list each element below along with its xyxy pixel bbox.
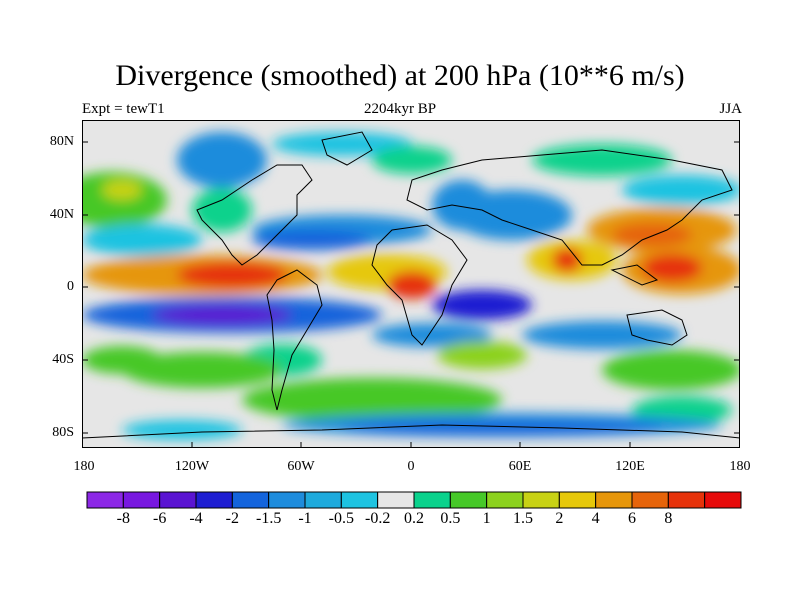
colorbar-label: -0.2 — [364, 510, 391, 527]
colorbar-swatch — [340, 491, 379, 509]
lon-tick-label: 60W — [287, 459, 315, 474]
colorbar-label: -0.5 — [328, 510, 354, 527]
colorbar-swatch — [486, 491, 524, 509]
colorbar-swatch — [667, 491, 706, 509]
lon-tick-label: 180 — [729, 459, 751, 474]
lat-tick-label: 40S — [52, 352, 74, 367]
colorbar-label: 2 — [555, 510, 564, 527]
axis-ticks — [82, 141, 740, 448]
plot-title: Divergence (smoothed) at 200 hPa (10**6 … — [115, 59, 685, 92]
experiment-label: Expt = tewT1 — [82, 101, 165, 117]
colorbar-label: 6 — [628, 510, 636, 527]
colorbar — [86, 491, 742, 509]
colorbar-swatch — [558, 491, 597, 509]
colorbar-swatch — [268, 491, 306, 509]
lon-tick-label: 120W — [174, 459, 210, 474]
colorbar-label: -4 — [189, 510, 203, 527]
colorbar-swatch — [231, 491, 270, 509]
lat-tick-label: 80S — [52, 425, 74, 440]
lat-tick-label: 0 — [67, 279, 74, 294]
colorbar-label: -6 — [152, 510, 167, 527]
colorbar-swatch — [522, 491, 560, 509]
lon-tick-label: 60E — [508, 459, 532, 474]
colorbar-swatch — [195, 491, 233, 509]
colorbar-swatch — [704, 491, 742, 509]
lat-tick-label: 80N — [49, 134, 74, 149]
colorbar-swatch — [122, 491, 161, 509]
colorbar-label: 4 — [591, 510, 600, 527]
colorbar-label: -2 — [225, 510, 239, 527]
colorbar-swatch — [159, 491, 197, 509]
colorbar-label: 0.2 — [404, 510, 424, 527]
colorbar-label: 8 — [664, 510, 673, 527]
colorbar-label: -1.5 — [255, 510, 282, 527]
time-label: 2204kyr BP — [363, 101, 437, 117]
colorbar-swatch — [377, 491, 415, 509]
colorbar-swatch — [595, 491, 633, 509]
colorbar-label: -1 — [298, 510, 312, 527]
lon-tick-label: 180 — [73, 459, 95, 474]
colorbar-swatch — [449, 491, 488, 509]
colorbar-label: 0.5 — [440, 510, 461, 527]
colorbar-swatch — [413, 491, 451, 509]
coastlines — [82, 131, 740, 439]
lon-tick-label: 0 — [407, 459, 415, 474]
colorbar-swatch — [631, 491, 669, 509]
lat-tick-label: 40N — [49, 207, 74, 222]
colorbar-label: 1.5 — [513, 510, 533, 527]
lon-tick-label: 120E — [615, 459, 645, 474]
divergence-field — [82, 131, 740, 440]
colorbar-swatch — [86, 491, 124, 509]
divergence-map — [82, 120, 740, 448]
colorbar-label: 1 — [482, 510, 491, 527]
colorbar-label: -8 — [116, 510, 130, 527]
colorbar-swatch — [304, 491, 342, 509]
season-label: JJA — [719, 101, 742, 117]
